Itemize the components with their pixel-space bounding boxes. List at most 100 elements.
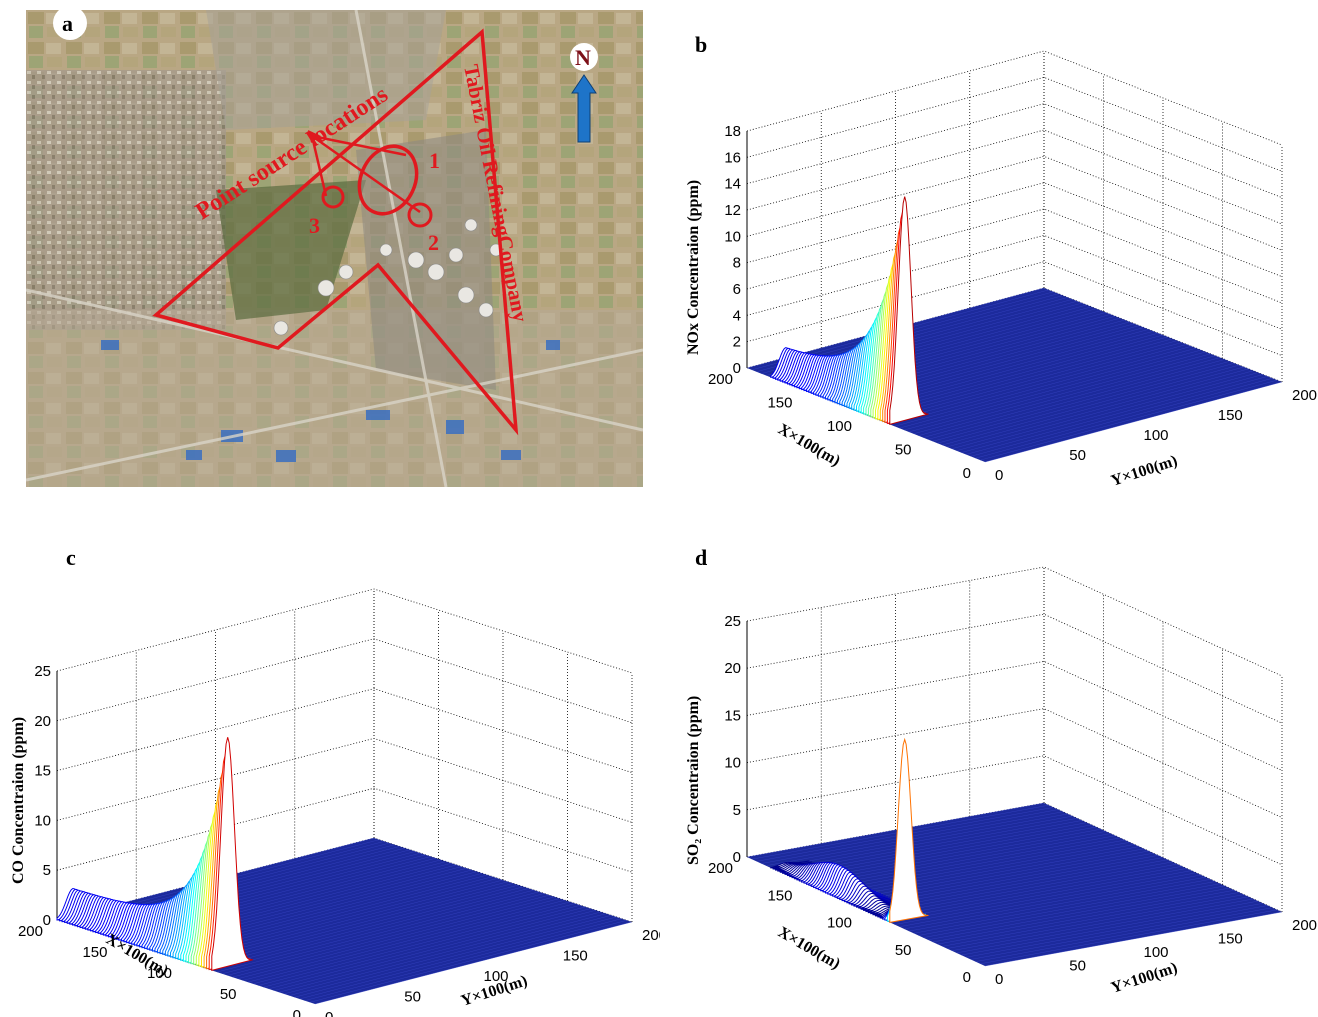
refinery-outline bbox=[152, 28, 519, 436]
surface-mesh-line bbox=[937, 362, 1235, 444]
surface-mesh-line bbox=[956, 898, 1254, 954]
source-1-marker bbox=[357, 144, 419, 216]
surface-mesh-line bbox=[827, 839, 1125, 895]
grid-line bbox=[746, 208, 1283, 304]
y-tick-label: 150 bbox=[1218, 407, 1243, 424]
grid-line bbox=[746, 613, 1283, 724]
surface-mesh-line bbox=[253, 901, 571, 985]
z-tick-label: 16 bbox=[724, 149, 741, 166]
z-tick-label: 5 bbox=[43, 862, 51, 879]
z-tick-label: 8 bbox=[733, 255, 741, 272]
surface-mesh-line bbox=[970, 905, 1268, 960]
surface-mesh-line bbox=[775, 815, 1073, 871]
z-tick-label: 20 bbox=[34, 713, 51, 730]
y-axis-label: Y×100(m) bbox=[1109, 452, 1180, 489]
z-tick-label: 10 bbox=[724, 228, 741, 245]
so2-chart-panel: d 0 5 10 15 20 25 0 50 100 150 200 0 50 100 150 200 SO₂… bbox=[650, 520, 1318, 1017]
y-tick-label: 100 bbox=[1144, 427, 1169, 444]
source-3-marker bbox=[321, 185, 345, 209]
source-number-3: 3 bbox=[309, 213, 320, 238]
z-tick-label: 0 bbox=[733, 360, 741, 377]
satellite-map: Point source locations Tabriz Oil Refini… bbox=[26, 10, 643, 487]
x-tick-label: 150 bbox=[767, 395, 792, 412]
surface-mesh-line bbox=[283, 911, 602, 995]
surface-mesh-line bbox=[875, 861, 1173, 917]
surface-mesh-line bbox=[842, 846, 1140, 901]
surface-mesh-line bbox=[984, 381, 1283, 463]
surface-mesh-line bbox=[984, 911, 1283, 967]
z-tick-label: 2 bbox=[733, 334, 741, 351]
x-tick-label: 200 bbox=[18, 923, 43, 940]
z-axis-label: SO₂ Concentraion (ppm) bbox=[685, 696, 702, 865]
z-tick-label: 15 bbox=[34, 763, 51, 780]
surface-mesh-line bbox=[299, 916, 617, 1000]
surface-mesh-line bbox=[889, 868, 1187, 923]
surface-mesh-line bbox=[870, 859, 1168, 914]
z-tick-label: 0 bbox=[733, 849, 741, 866]
y-tick-label: 0 bbox=[325, 1009, 333, 1017]
surface-mesh-line bbox=[942, 364, 1240, 446]
surface-mesh-line bbox=[956, 370, 1254, 451]
grid-line bbox=[746, 660, 1283, 771]
surface-mesh-line bbox=[975, 377, 1273, 459]
surface-mesh-line bbox=[880, 863, 1178, 919]
z-tick-label: 18 bbox=[724, 123, 741, 140]
z-tick-label: 10 bbox=[724, 755, 741, 772]
surface-mesh-line bbox=[918, 881, 1216, 936]
surface-mesh-line bbox=[832, 841, 1130, 897]
nox-surface-plot: b 02468101214161805010015020005010015020… bbox=[685, 32, 1317, 490]
surface-mesh-line bbox=[937, 889, 1235, 945]
x-tick-label: 150 bbox=[82, 944, 107, 961]
surface-mesh-line bbox=[904, 874, 1202, 930]
y-tick-label: 100 bbox=[1144, 944, 1169, 961]
z-tick-label: 10 bbox=[34, 812, 51, 829]
x-tick-label: 200 bbox=[708, 371, 733, 388]
surface-mesh-line bbox=[927, 359, 1225, 440]
source-2-marker bbox=[407, 202, 433, 228]
surface-mesh-line bbox=[899, 872, 1197, 928]
surface-mesh-line bbox=[904, 349, 1202, 431]
surface-mesh-line bbox=[206, 886, 524, 969]
y-tick-label: 200 bbox=[1292, 917, 1317, 934]
x-tick-label: 100 bbox=[147, 965, 172, 982]
z-tick-label: 25 bbox=[724, 613, 741, 630]
x-tick-label: 0 bbox=[293, 1007, 301, 1017]
surface-slice bbox=[889, 737, 929, 923]
surface-mesh-line bbox=[227, 893, 545, 976]
north-badge bbox=[570, 43, 598, 71]
y-tick-label: 0 bbox=[995, 971, 1003, 988]
surface-mesh-line bbox=[289, 913, 607, 996]
x-tick-label: 200 bbox=[708, 860, 733, 877]
grid-line bbox=[746, 155, 1283, 251]
z-axis-label: CO Concentraion (ppm) bbox=[10, 717, 27, 884]
surface-mesh-line bbox=[837, 844, 1135, 899]
surface-mesh-line bbox=[201, 884, 519, 968]
surface-mesh-line bbox=[770, 813, 1068, 869]
surface-mesh-line bbox=[314, 921, 633, 1005]
surface-mesh-line bbox=[237, 896, 555, 980]
y-tick-label: 150 bbox=[563, 948, 588, 965]
surface-mesh-line bbox=[970, 376, 1268, 457]
x-tick-label: 50 bbox=[220, 986, 237, 1003]
z-tick-label: 15 bbox=[724, 707, 741, 724]
x-tick-label: 0 bbox=[963, 465, 971, 482]
grid-line bbox=[746, 708, 1283, 818]
surface-mesh-line bbox=[927, 885, 1225, 941]
surface-mesh-line bbox=[975, 907, 1273, 962]
surface-mesh-line bbox=[942, 892, 1240, 947]
z-tick-label: 20 bbox=[724, 660, 741, 677]
surface-mesh-line bbox=[913, 353, 1211, 435]
surface-mesh-line bbox=[980, 909, 1278, 965]
x-tick-label: 100 bbox=[827, 418, 852, 435]
z-tick-label: 6 bbox=[733, 281, 741, 298]
surface-mesh-line bbox=[894, 346, 1192, 427]
surface-mesh-line bbox=[951, 368, 1249, 450]
nox-chart-panel: b 0 2 4 6 8 10 12 14 16 18 0 50 100 150 200 0 50 100 150 20… bbox=[650, 0, 1318, 500]
map-panel: Point source locations Tabriz Oil Refini… bbox=[26, 10, 643, 487]
surface-mesh-line bbox=[923, 883, 1221, 938]
surface-mesh-line bbox=[961, 900, 1259, 956]
surface-mesh-line bbox=[808, 831, 1106, 886]
panel-b-label: b bbox=[695, 32, 707, 57]
grid-line bbox=[56, 588, 633, 674]
